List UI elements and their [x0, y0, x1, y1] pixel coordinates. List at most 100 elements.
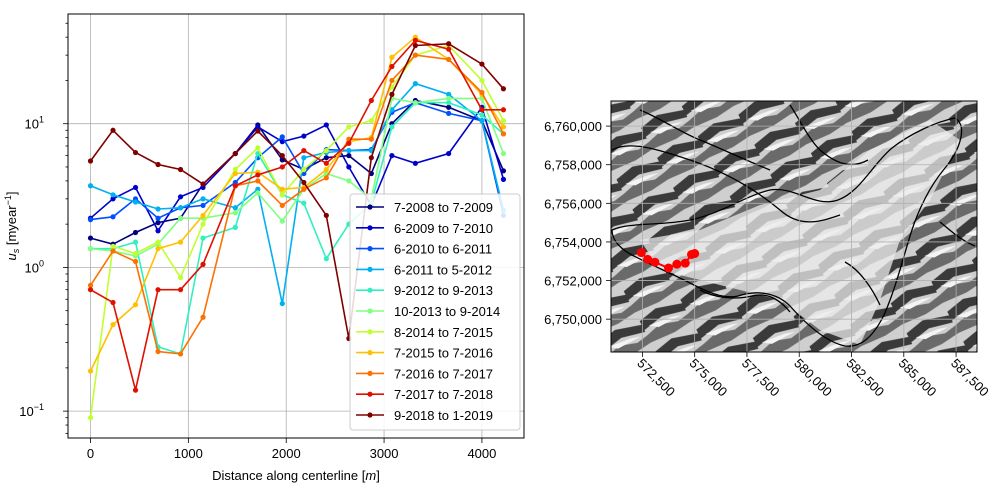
legend-label: 8-2014 to 7-2015 — [394, 325, 493, 340]
data-point — [446, 104, 452, 110]
map-x-tick-label: 580,000 — [791, 356, 835, 400]
data-point — [155, 215, 161, 221]
legend-item: 7-2017 to 7-2018 — [356, 387, 493, 402]
data-point — [87, 183, 94, 189]
data-point — [255, 178, 261, 184]
data-point — [255, 124, 261, 130]
data-point — [155, 228, 161, 234]
data-point — [200, 181, 206, 187]
data-point — [155, 239, 161, 245]
data-point — [301, 155, 307, 161]
centerline-point — [690, 249, 700, 259]
data-point — [368, 118, 374, 124]
map-gridlines — [611, 101, 977, 352]
legend-marker — [367, 246, 373, 252]
centerline-point — [664, 263, 674, 273]
series-10 — [87, 37, 507, 393]
data-point — [301, 147, 307, 154]
data-point — [368, 136, 374, 142]
x-tick-label: 2000 — [272, 446, 301, 461]
centerline-point — [650, 257, 660, 267]
data-point — [255, 128, 261, 134]
data-point — [500, 150, 507, 157]
legend-label: 6-2011 to 5-2012 — [394, 262, 492, 277]
data-point — [389, 77, 395, 84]
data-point — [412, 42, 418, 49]
data-point — [255, 145, 261, 151]
legend-label: 7-2016 to 7-2017 — [394, 366, 493, 381]
data-point — [479, 61, 485, 67]
data-point — [479, 77, 485, 84]
y-axis-label: us [myear−1] — [3, 192, 21, 261]
map-y-tick-label: 6,756,000 — [544, 196, 602, 211]
data-point — [177, 351, 184, 357]
data-point — [155, 348, 161, 355]
legend-item: 9-2012 to 9-2013 — [356, 283, 493, 298]
data-point — [446, 41, 452, 47]
data-point — [155, 161, 161, 168]
data-point — [110, 321, 116, 328]
legend-label: 7-2008 to 7-2009 — [394, 200, 493, 215]
data-point — [279, 218, 285, 224]
legend-label: 7-2015 to 7-2016 — [394, 346, 493, 361]
data-point — [323, 160, 329, 166]
legend-marker — [367, 370, 373, 376]
data-point — [87, 368, 94, 374]
series-line — [89, 54, 505, 355]
data-point — [132, 229, 139, 236]
legend-frame — [349, 193, 521, 431]
data-point — [389, 152, 395, 159]
data-point — [279, 152, 285, 159]
map-x-tick-label: 587,500 — [948, 356, 992, 400]
data-point — [323, 175, 329, 181]
legend-marker — [367, 204, 373, 210]
left-y-tick-labels: 10−1 100 101 — [19, 115, 44, 419]
data-point — [412, 81, 418, 87]
data-point — [177, 239, 184, 245]
data-point — [200, 202, 206, 209]
series-line — [89, 42, 505, 339]
data-point — [279, 300, 285, 307]
legend-marker — [367, 287, 373, 293]
series-11 — [87, 41, 507, 342]
map-y-tick-label: 6,750,000 — [544, 312, 602, 327]
data-point — [323, 256, 329, 262]
series-line — [89, 105, 505, 233]
data-point — [200, 235, 206, 241]
series-line — [90, 101, 505, 221]
legend-item: 7-2008 to 7-2009 — [356, 200, 493, 215]
data-point — [87, 158, 94, 164]
data-point — [479, 107, 485, 113]
data-point — [232, 166, 238, 173]
velocity-series-lines — [87, 34, 507, 421]
data-point — [323, 155, 329, 161]
legend-marker — [367, 412, 373, 418]
legend-item: 10-2013 to 9-2014 — [356, 304, 500, 319]
series-line — [89, 36, 505, 372]
legend-item: 9-2018 to 1-2019 — [356, 408, 493, 423]
data-point — [346, 152, 352, 159]
map-x-tick-label: 585,000 — [896, 356, 940, 400]
data-point — [446, 95, 452, 102]
data-point — [301, 133, 307, 139]
data-point — [412, 100, 418, 106]
data-point — [155, 206, 161, 212]
velocity-profile-chart: 0 1000 2000 3000 4000 10−1 100 101 Distance al… — [3, 13, 525, 483]
legend-marker — [367, 225, 373, 231]
legend-item: 6-2010 to 6-2011 — [356, 242, 492, 257]
data-point — [500, 118, 507, 124]
data-point — [177, 274, 184, 281]
data-point — [279, 157, 285, 163]
map-x-tick-label: 575,000 — [687, 356, 731, 400]
map-x-tick-labels: 572,500 575,000 577,500 580,000 582,500 585,0… — [634, 352, 992, 399]
data-point — [132, 302, 139, 308]
data-point — [301, 170, 307, 177]
map-y-tick-label: 6,754,000 — [544, 235, 602, 250]
data-point — [110, 192, 116, 198]
centerline-track — [636, 248, 700, 273]
series-7 — [87, 42, 507, 421]
left-x-tick-labels: 0 1000 2000 3000 4000 — [87, 446, 496, 461]
legend-label: 9-2012 to 9-2013 — [394, 283, 493, 298]
data-point — [446, 56, 452, 63]
data-point — [479, 112, 485, 118]
